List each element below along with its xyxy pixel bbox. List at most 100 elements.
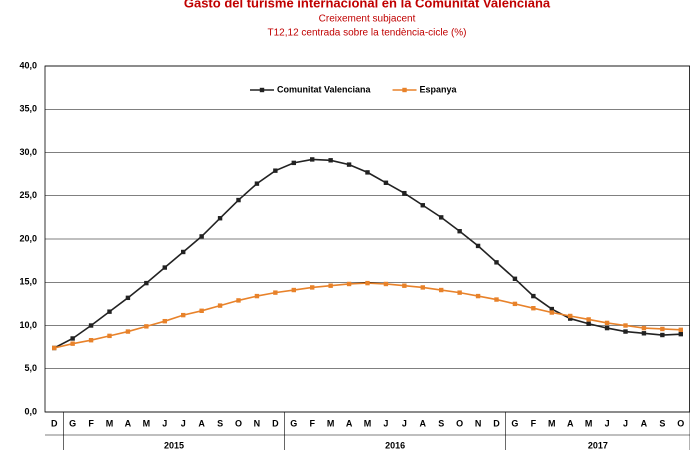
- point: [346, 281, 352, 287]
- point: [420, 203, 425, 208]
- point: [549, 306, 554, 312]
- point: [365, 280, 370, 286]
- x-tick-label: N: [475, 418, 482, 428]
- legend-marker: [402, 87, 407, 93]
- point: [586, 317, 591, 322]
- x-tick-label: A: [420, 418, 427, 428]
- point: [641, 331, 647, 336]
- x-tick-label: M: [585, 418, 593, 428]
- point: [236, 298, 241, 303]
- y-tick-label: 35,0: [19, 104, 37, 114]
- point: [678, 331, 683, 337]
- point: [383, 281, 389, 287]
- point: [531, 293, 536, 299]
- point: [125, 329, 131, 334]
- point: [162, 265, 167, 270]
- point: [328, 158, 333, 163]
- x-tick-label: A: [198, 418, 205, 428]
- point: [328, 283, 333, 288]
- x-group-label: 2016: [385, 440, 405, 450]
- point: [568, 313, 573, 319]
- x-tick-label: M: [327, 418, 335, 428]
- x-tick-label: G: [290, 418, 297, 428]
- point: [678, 327, 683, 333]
- x-tick-label: O: [456, 418, 463, 428]
- point: [88, 323, 94, 328]
- x-tick-label: A: [641, 418, 648, 428]
- x-tick-label: M: [106, 418, 114, 428]
- point: [494, 260, 499, 265]
- point: [439, 215, 444, 220]
- point: [660, 332, 665, 338]
- point: [107, 333, 112, 339]
- chart-subtitle: Creixement subjacent: [319, 14, 416, 25]
- point: [604, 320, 610, 326]
- x-tick-label: G: [69, 418, 76, 428]
- chart-subtitle: T12,12 centrada sobre la tendència-cicle…: [268, 28, 467, 39]
- point: [254, 181, 260, 186]
- x-tick-label: O: [235, 418, 242, 428]
- point: [217, 303, 223, 308]
- x-tick-label: J: [383, 418, 388, 428]
- point: [144, 324, 149, 329]
- x-tick-label: A: [125, 418, 132, 428]
- x-tick-label: J: [605, 418, 610, 428]
- point: [52, 345, 57, 351]
- point: [365, 170, 370, 175]
- x-tick-label: J: [402, 418, 407, 428]
- y-tick-label: 40,0: [19, 60, 37, 70]
- y-tick-label: 30,0: [19, 147, 37, 157]
- point: [181, 249, 186, 255]
- point: [439, 287, 444, 293]
- x-group-label: 2017: [588, 440, 608, 450]
- point: [402, 283, 407, 288]
- series-line: [54, 282, 681, 349]
- point: [236, 197, 241, 203]
- x-tick-label: J: [162, 418, 167, 428]
- point: [475, 293, 481, 299]
- point: [88, 338, 94, 343]
- point: [586, 321, 591, 326]
- x-tick-label: S: [659, 418, 665, 428]
- y-tick-label: 25,0: [19, 190, 37, 200]
- x-tick-label: F: [531, 418, 537, 428]
- x-tick-label: D: [493, 418, 500, 428]
- point: [310, 285, 315, 290]
- point: [494, 297, 499, 302]
- point: [512, 276, 518, 281]
- point: [162, 318, 167, 324]
- point: [346, 162, 352, 167]
- point: [125, 295, 131, 301]
- x-tick-label: S: [217, 418, 223, 428]
- point: [199, 234, 204, 239]
- chart-title: Gasto del turisme internacional en la Co…: [184, 0, 551, 10]
- point: [291, 160, 296, 166]
- point: [310, 157, 315, 162]
- point: [273, 290, 278, 295]
- point: [420, 285, 425, 290]
- point: [512, 301, 518, 307]
- point: [568, 316, 573, 321]
- x-tick-label: S: [438, 418, 444, 428]
- x-tick-label: M: [364, 418, 372, 428]
- point: [402, 190, 407, 196]
- point: [623, 329, 628, 334]
- point: [254, 293, 260, 299]
- point: [457, 229, 462, 234]
- point: [623, 323, 628, 328]
- x-tick-label: F: [309, 418, 315, 428]
- y-tick-label: 0,0: [24, 406, 37, 416]
- x-tick-label: M: [548, 418, 556, 428]
- x-tick-label: O: [677, 418, 684, 428]
- point: [273, 168, 278, 173]
- x-tick-label: F: [88, 418, 94, 428]
- y-tick-label: 5,0: [24, 363, 37, 373]
- point: [641, 325, 647, 331]
- y-tick-label: 20,0: [19, 233, 37, 243]
- point: [144, 280, 149, 286]
- point: [181, 312, 186, 318]
- x-tick-label: J: [181, 418, 186, 428]
- point: [199, 308, 204, 313]
- legend-label: Comunitat Valenciana: [277, 84, 372, 94]
